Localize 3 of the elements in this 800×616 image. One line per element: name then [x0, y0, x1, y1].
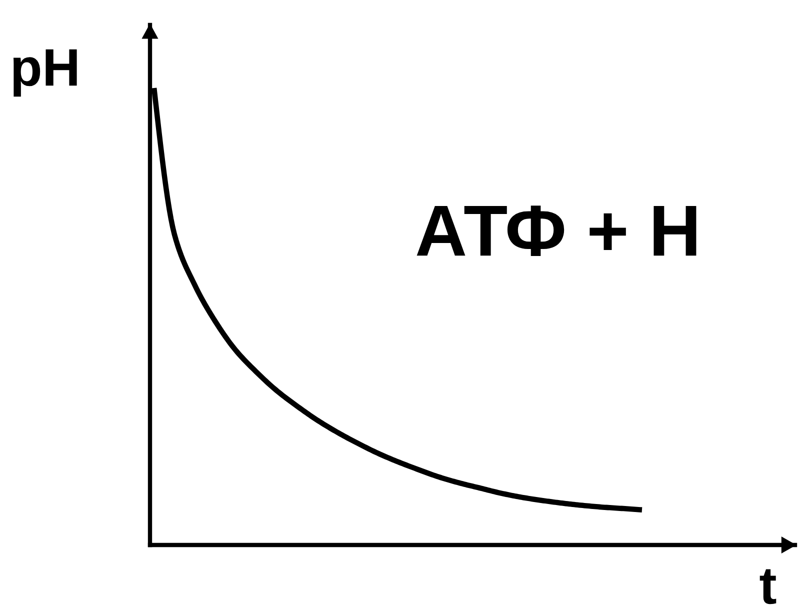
y-axis-title: pH	[13, 49, 77, 97]
annotation: АТФ + Н	[416, 206, 696, 256]
x-axis-title: t	[760, 569, 776, 604]
